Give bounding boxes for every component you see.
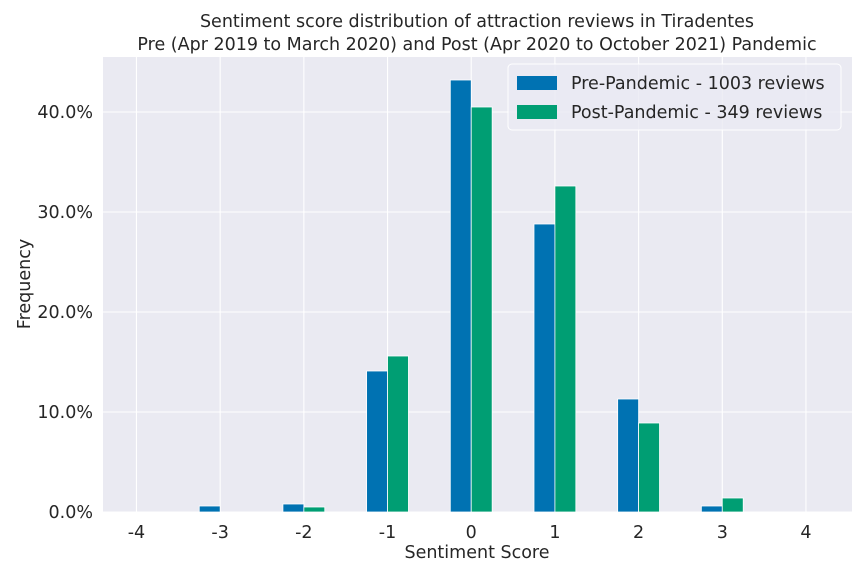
chart-title-line1: Sentiment score distribution of attracti… [200, 12, 754, 32]
x-tick-label: -3 [211, 523, 228, 543]
x-tick-label: 1 [549, 523, 560, 543]
legend-swatch [517, 105, 557, 119]
chart-title-line2: Pre (Apr 2019 to March 2020) and Post (A… [137, 35, 816, 55]
bar-series-1 [198, 505, 221, 513]
x-tick-label: -1 [379, 523, 396, 543]
bar-series-2 [638, 422, 660, 513]
y-tick-label: 30.0% [37, 203, 93, 223]
x-tick-label: -4 [128, 523, 145, 543]
y-tick-label: 40.0% [37, 103, 93, 123]
legend-label: Pre-Pandemic - 1003 reviews [571, 74, 825, 94]
x-axis-label: Sentiment Score [404, 543, 549, 563]
bars [198, 79, 744, 513]
bar-series-1 [282, 503, 305, 513]
x-tick-label: -2 [295, 523, 312, 543]
x-tick-label: 4 [800, 523, 811, 543]
x-tick-label: 2 [633, 523, 644, 543]
y-tick-label: 0.0% [49, 503, 93, 523]
x-tick-label: 3 [717, 523, 728, 543]
y-tick-labels: 0.0% 10.0% 20.0% 30.0% 40.0% [37, 103, 93, 523]
legend-box [507, 63, 842, 131]
legend-swatch [517, 76, 557, 90]
y-axis-label: Frequency [15, 239, 35, 329]
y-tick-label: 10.0% [37, 403, 93, 423]
bar-series-1 [617, 398, 639, 513]
x-tick-label: 0 [466, 523, 477, 543]
bar-series-2 [387, 355, 409, 513]
bar-series-2 [470, 106, 493, 513]
bar-series-1 [700, 505, 723, 513]
legend: Pre-Pandemic - 1003 reviews Post-Pandemic… [507, 63, 842, 131]
bar-series-1 [533, 223, 556, 513]
bar-series-2 [721, 497, 744, 513]
bar-series-2 [554, 185, 577, 513]
bar-series-1 [366, 370, 388, 513]
y-tick-label: 20.0% [37, 303, 93, 323]
x-tick-labels: -4 -3 -2 -1 0 1 2 3 4 [128, 523, 812, 543]
bar-series-1 [449, 79, 472, 513]
legend-label: Post-Pandemic - 349 reviews [571, 103, 822, 123]
bar-series-2 [303, 506, 326, 513]
